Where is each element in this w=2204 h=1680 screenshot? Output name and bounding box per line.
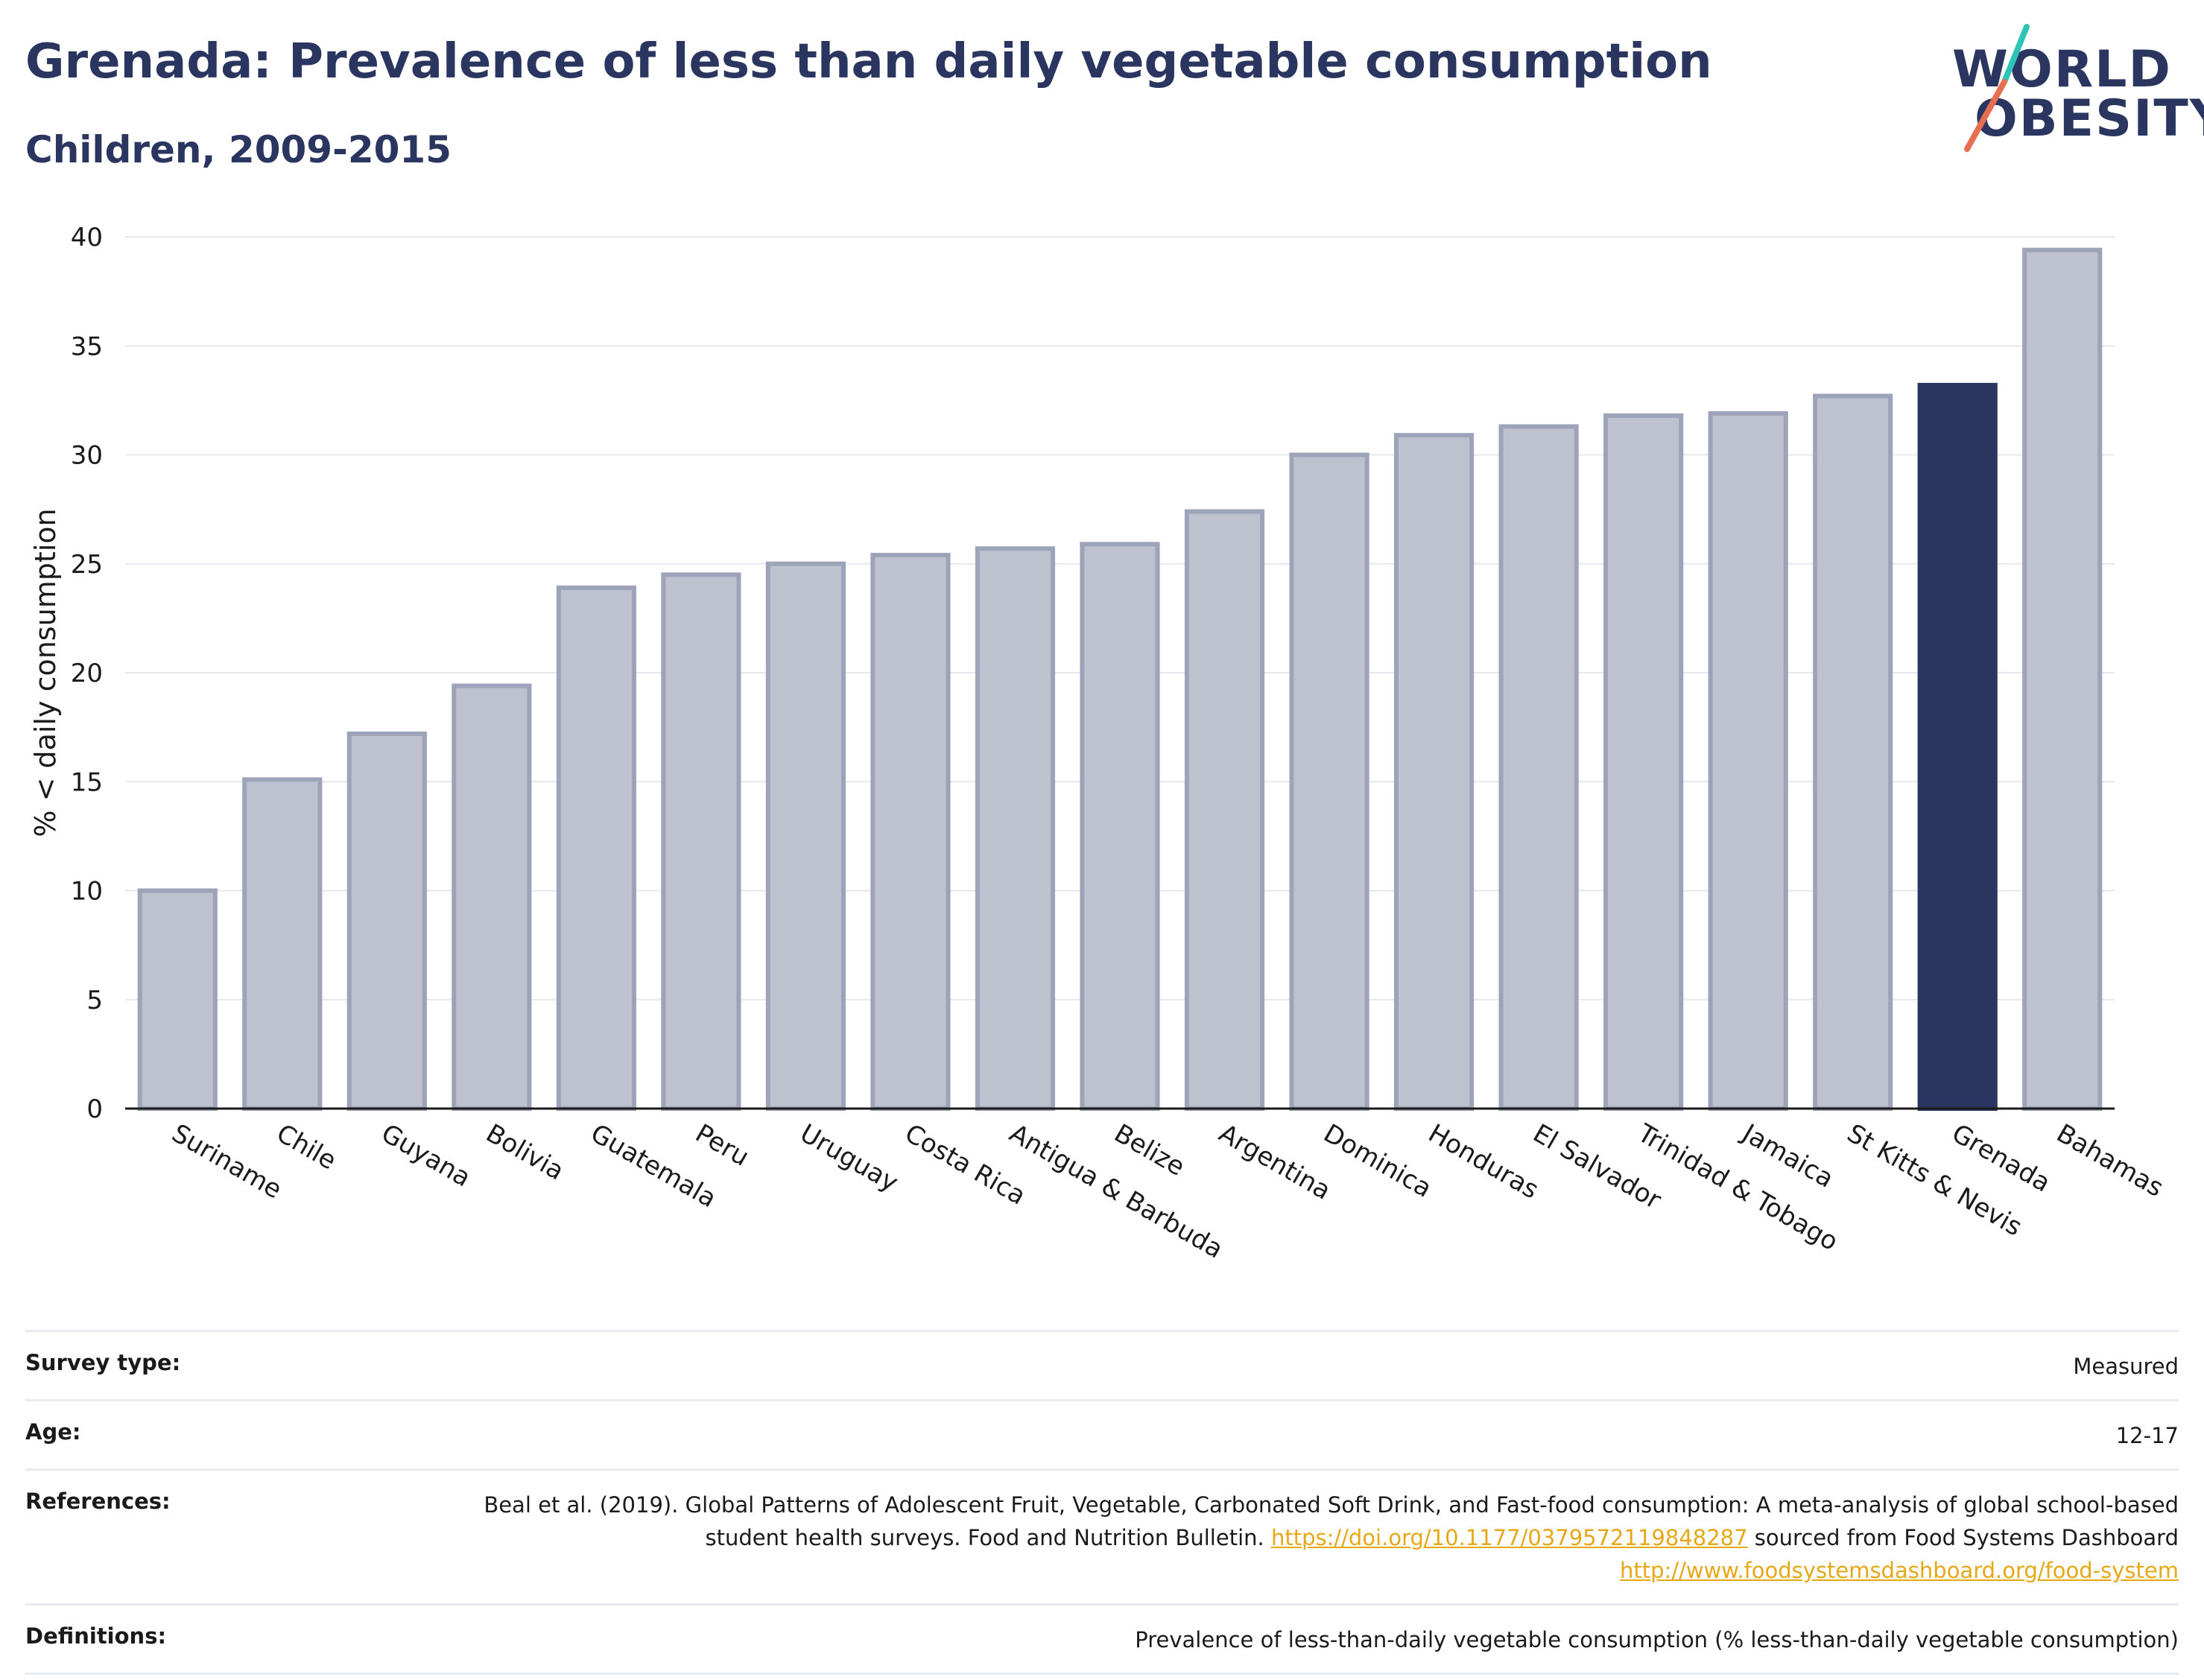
- doi-link[interactable]: https://doi.org/10.1177/0379572119848287: [1270, 1525, 1748, 1550]
- y-tick-label: 25: [71, 550, 103, 580]
- x-tick-label: Suriname: [167, 1118, 287, 1205]
- y-tick-label: 5: [86, 986, 103, 1015]
- bar: [2022, 247, 2103, 1111]
- bar: [870, 553, 951, 1111]
- x-tick-label: Guyana: [376, 1118, 476, 1193]
- page-title: Grenada: Prevalence of less than daily v…: [25, 34, 1712, 89]
- chart-footer: Survey type: Measured Age: 12-17 Referen…: [25, 1330, 2179, 1675]
- y-tick-label: 35: [71, 332, 103, 361]
- page-subtitle: Children, 2009-2015: [25, 128, 452, 171]
- references-value: Beal et al. (2019). Global Patterns of A…: [465, 1489, 2179, 1587]
- x-tick-label: Chile: [271, 1118, 341, 1176]
- age-label: Age:: [25, 1419, 81, 1445]
- x-tick-label: Uruguay: [795, 1118, 903, 1198]
- bar: [1813, 393, 1893, 1111]
- definitions-label: Definitions:: [25, 1623, 167, 1649]
- definitions-value: Prevalence of less-than-daily vegetable …: [1135, 1627, 2179, 1652]
- logo-slash-icon: [1964, 24, 2030, 152]
- bar: [1289, 452, 1369, 1111]
- bar: [346, 731, 427, 1112]
- bar: [556, 585, 636, 1111]
- survey-type-value: Measured: [2073, 1354, 2179, 1379]
- references-text-2: sourced from Food Systems Dashboard: [1754, 1525, 2179, 1550]
- y-axis-label: % < daily consumption: [29, 508, 62, 837]
- footer-row-definitions: Definitions: Prevalence of less-than-dai…: [25, 1603, 2179, 1675]
- bar: [1603, 413, 1684, 1111]
- bar: [452, 683, 532, 1111]
- x-tick-label: Bahamas: [2051, 1118, 2168, 1203]
- logo-line-2: OBESITY: [1975, 89, 2204, 148]
- x-tick-label: Bolivia: [481, 1118, 569, 1186]
- survey-type-label: Survey type:: [25, 1350, 181, 1375]
- references-label: References:: [25, 1489, 171, 1514]
- bar: [1917, 382, 1998, 1111]
- footer-row-age: Age: 12-17: [25, 1399, 2179, 1468]
- y-tick-label: 0: [86, 1094, 103, 1124]
- bar: [1708, 411, 1788, 1111]
- bar: [975, 546, 1056, 1111]
- x-tick-label: St Kitts & Nevis: [1842, 1118, 2027, 1242]
- bar: [1393, 433, 1475, 1111]
- bar: [242, 777, 323, 1111]
- bar: [1498, 424, 1579, 1111]
- y-tick-label: 10: [71, 877, 103, 907]
- y-tick-label: 40: [71, 223, 103, 253]
- bar: [1080, 542, 1160, 1111]
- footer-row-survey-type: Survey type: Measured: [25, 1330, 2179, 1399]
- y-axis-ticks: 0 5 10 15 20 25 30 35 40: [71, 223, 103, 1124]
- age-value: 12-17: [2115, 1423, 2179, 1448]
- food-systems-dashboard-link[interactable]: http://www.foodsystemsdashboard.org/food…: [1620, 1558, 2179, 1583]
- footer-row-references: References: Beal et al. (2019). Global P…: [25, 1468, 2179, 1603]
- x-tick-label: Dominica: [1319, 1118, 1437, 1204]
- y-tick-label: 30: [71, 441, 103, 471]
- bar: [661, 572, 741, 1111]
- x-tick-label: Peru: [690, 1118, 754, 1173]
- x-tick-label: Argentina: [1214, 1118, 1336, 1206]
- x-tick-label: Belize: [1109, 1118, 1190, 1182]
- bar: [1184, 509, 1265, 1111]
- references-text-1: Beal et al. (2019). Global Patterns of A…: [484, 1492, 2179, 1550]
- x-tick-label: Honduras: [1423, 1118, 1544, 1205]
- chart-bars: [137, 247, 2103, 1112]
- y-tick-label: 15: [71, 767, 103, 797]
- world-obesity-logo: WORLD OBESITY: [1937, 22, 2204, 164]
- bar: [137, 888, 218, 1111]
- logo-line-1: WORLD: [1952, 40, 2172, 99]
- y-tick-label: 20: [71, 659, 103, 688]
- bar: [765, 561, 846, 1111]
